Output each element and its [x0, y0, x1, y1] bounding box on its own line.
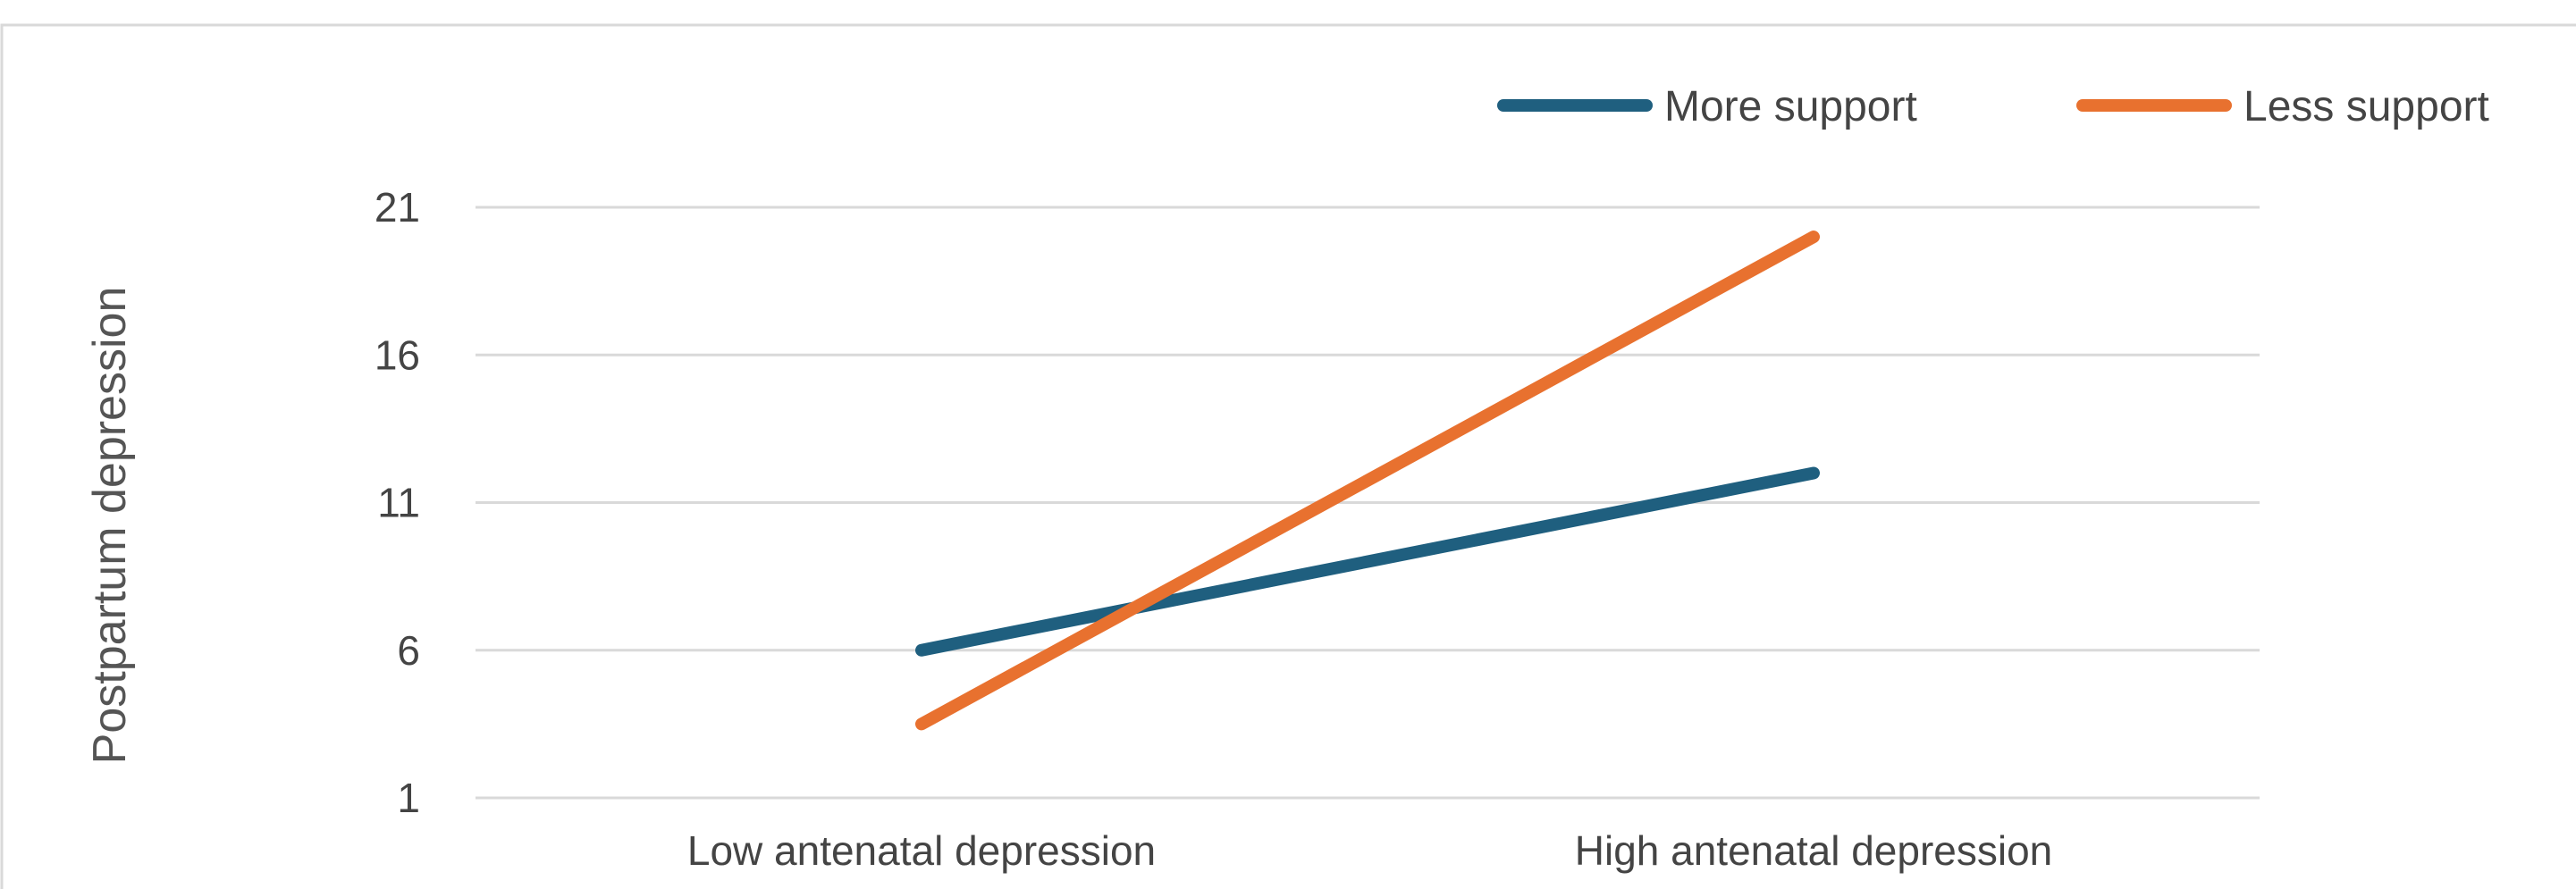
series-lines	[915, 231, 1820, 731]
y-tick-label: 11	[377, 480, 420, 526]
y-tick-label: 16	[375, 331, 420, 378]
series-line	[915, 466, 1820, 657]
gridlines	[476, 205, 2260, 800]
chart-border	[0, 23, 2576, 889]
y-tick-label: 21	[375, 184, 420, 231]
legend-label: More support	[1664, 83, 1917, 130]
series-line	[915, 231, 1820, 731]
x-tick-label: Low antenatal depression	[687, 827, 1156, 874]
y-tick-label: 1	[397, 775, 420, 821]
x-tick-label: High antenatal depression	[1575, 827, 2052, 874]
legend: More support Less support	[1497, 83, 2489, 130]
y-tick-label: 6	[397, 627, 420, 674]
y-axis-title: Postpartum depression	[84, 287, 136, 765]
legend-label: Less support	[2243, 83, 2489, 130]
x-tick-labels: Low antenatal depression High antenatal d…	[687, 827, 2052, 874]
